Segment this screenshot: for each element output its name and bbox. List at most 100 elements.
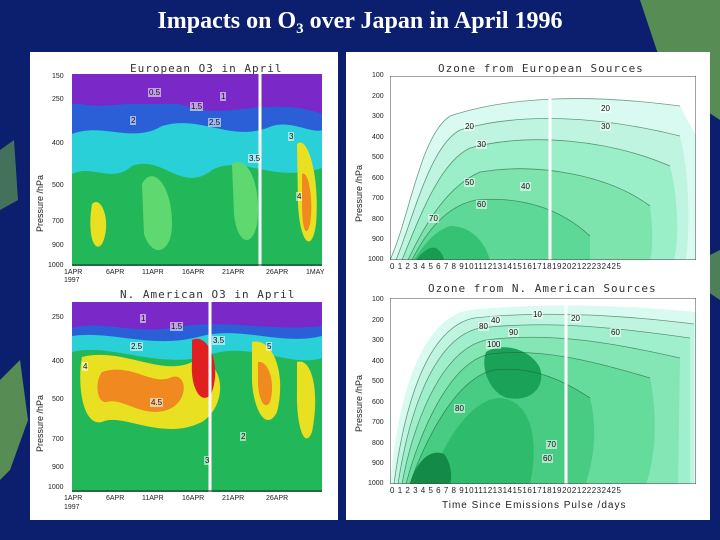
right-top-ytick: 600 [372, 175, 384, 182]
right-bottom-contour-label: 40 [490, 316, 501, 325]
right-top-ytick: 300 [372, 113, 384, 120]
right-bottom-ytick: 600 [372, 399, 384, 406]
right-top-contour-label: 60 [476, 200, 487, 209]
left-top-contour-label: 3.5 [248, 154, 262, 163]
left-bottom-contour-label: 2.5 [130, 342, 144, 351]
right-bottom-ytick: 100 [372, 296, 384, 303]
right-top-contour-label: 70 [428, 214, 439, 223]
right-xlabel: Time Since Emissions Pulse /days [442, 500, 627, 511]
left-top-ytick: 400 [52, 140, 64, 147]
right-bottom-contour-label: 80 [478, 322, 489, 331]
right-bottom-title: Ozone from N. American Sources [428, 282, 657, 295]
right-bottom-contour-label: 60 [542, 454, 553, 463]
right-bottom-contour-label: 60 [610, 328, 621, 337]
left-bottom-year: 1997 [64, 504, 80, 511]
right-bottom-contour-label: 100 [486, 340, 502, 349]
right-bottom-ytick: 400 [372, 358, 384, 365]
left-top-xtick: 26APR [266, 269, 289, 276]
right-top-contour-label: 20 [600, 104, 611, 113]
left-top-ytick: 250 [52, 96, 64, 103]
left-top-xtick: 11APR [142, 269, 164, 276]
left-top-ylabel: Pressure /hPa [35, 174, 45, 232]
left-bottom-ytick: 1000 [48, 484, 64, 491]
right-top-ytick: 900 [372, 236, 384, 243]
left-top-contour-label: 1.5 [190, 102, 204, 111]
right-bottom-ytick: 300 [372, 337, 384, 344]
right-bottom-contour-label: 20 [570, 314, 581, 323]
right-bottom-ytick: 900 [372, 460, 384, 467]
left-bottom-contour-label: 4 [82, 362, 89, 371]
right-bottom-ytick: 500 [372, 378, 384, 385]
right-bottom-contour-label: 80 [454, 404, 465, 413]
right-top-ytick: 400 [372, 134, 384, 141]
left-bottom-contour-label: 2 [240, 432, 247, 441]
left-bottom-xtick: 21APR [222, 495, 245, 502]
left-bottom-xtick: 1APR [64, 495, 83, 502]
left-bottom-contour-label: 3.5 [212, 336, 226, 345]
left-bottom-ylabel: Pressure /hPa [35, 394, 45, 452]
left-top-xtick: 1APR [64, 269, 83, 276]
left-top-xtick: 1MAY [306, 269, 325, 276]
left-panel-time-series: European O3 in April Pressure /hPa 150 2… [30, 52, 338, 520]
left-bottom-contour-label: 4.5 [150, 398, 164, 407]
right-top-ylabel: Pressure /hPa [354, 164, 364, 222]
right-top-xticks: 0 1 2 3 4 5 6 7 8 9101112131415161718192… [390, 262, 622, 271]
left-bottom-xtick: 6APR [106, 495, 125, 502]
left-bottom-ytick: 700 [52, 436, 64, 443]
right-bottom-contour-label: 70 [546, 440, 557, 449]
slide-title: Impacts on O3 over Japan in April 1996 [157, 8, 563, 37]
right-bottom-ylabel: Pressure /hPa [354, 374, 364, 432]
left-top-year: 1997 [64, 277, 80, 284]
left-top-ytick: 900 [52, 242, 64, 249]
north-american-o3-contour-plot [72, 302, 322, 492]
right-bottom-contour-label: 90 [508, 328, 519, 337]
left-top-contour-label: 4 [296, 192, 303, 201]
right-bottom-contour-label: 10 [532, 310, 543, 319]
right-top-contour-label: 20 [464, 122, 475, 131]
left-top-xtick: 21APR [222, 269, 245, 276]
left-top-contour-label: 1 [220, 92, 227, 101]
left-bottom-xtick: 16APR [182, 495, 205, 502]
left-top-contour-label: 0.5 [148, 88, 162, 97]
right-top-contour-label: 30 [476, 140, 487, 149]
right-top-title: Ozone from European Sources [438, 62, 644, 75]
left-top-contour-label: 3 [288, 132, 295, 141]
left-bottom-contour-label: 1.5 [170, 322, 184, 331]
left-top-title: European O3 in April [130, 62, 283, 75]
left-bottom-contour-label: 3 [204, 456, 211, 465]
left-bottom-ytick: 400 [52, 358, 64, 365]
left-bottom-ytick: 500 [52, 396, 64, 403]
right-top-ytick: 1000 [368, 256, 384, 263]
right-bottom-ytick: 1000 [368, 480, 384, 487]
right-top-ytick: 800 [372, 216, 384, 223]
left-top-xtick: 16APR [182, 269, 205, 276]
left-top-ytick: 500 [52, 182, 64, 189]
right-top-contour-label: 30 [600, 122, 611, 131]
european-o3-contour-plot [72, 74, 322, 266]
left-top-ytick: 150 [52, 73, 64, 80]
right-top-contour-label: 50 [464, 178, 475, 187]
right-panel-decay-plots: Ozone from European Sources Pressure /hP… [346, 52, 710, 520]
left-bottom-contour-label: 5 [266, 342, 273, 351]
right-top-ytick: 500 [372, 154, 384, 161]
right-bottom-ytick: 200 [372, 317, 384, 324]
left-top-contour-label: 2 [130, 116, 137, 125]
left-bottom-xtick: 11APR [142, 495, 164, 502]
right-top-ytick: 700 [372, 195, 384, 202]
left-top-ytick: 700 [52, 218, 64, 225]
left-top-ytick: 1000 [48, 262, 64, 269]
left-bottom-xtick: 26APR [266, 495, 289, 502]
left-top-xtick: 6APR [106, 269, 125, 276]
right-top-contour-label: 40 [520, 182, 531, 191]
left-bottom-contour-label: 1 [140, 314, 147, 323]
right-top-ytick: 200 [372, 93, 384, 100]
right-bottom-ytick: 700 [372, 419, 384, 426]
left-bottom-ytick: 900 [52, 464, 64, 471]
left-bottom-ytick: 250 [52, 314, 64, 321]
right-bottom-ytick: 800 [372, 440, 384, 447]
left-top-contour-label: 2.5 [208, 118, 222, 127]
north-american-source-ozone-plot [390, 298, 696, 484]
right-bottom-xticks: 0 1 2 3 4 5 6 7 8 9101112131415161718192… [390, 486, 622, 495]
right-top-ytick: 100 [372, 72, 384, 79]
left-bottom-title: N. American O3 in April [120, 288, 296, 301]
